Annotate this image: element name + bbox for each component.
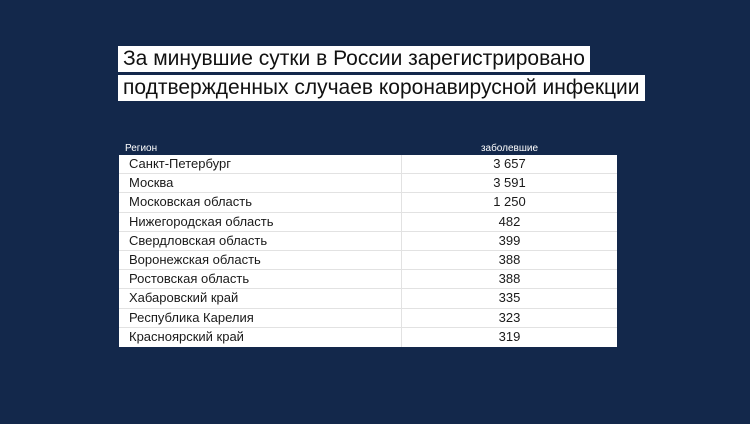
cell-region: Московская область: [119, 193, 402, 212]
cell-region: Москва: [119, 174, 402, 193]
cases-table: Регион заболевшие Санкт-Петербург 3 657 …: [119, 142, 617, 347]
title-line-2: подтвержденных случаев коронавирусной ин…: [118, 75, 645, 101]
table-row: Ростовская область 388: [119, 270, 617, 290]
cell-count: 335: [498, 290, 521, 306]
table-row: Хабаровский край 335: [119, 289, 617, 309]
cell-region: Нижегородская область: [119, 212, 402, 231]
table-row: Воронежская область 388: [119, 250, 617, 271]
table-row: Москва 3 591: [119, 174, 617, 194]
cell-count: 399: [498, 232, 521, 248]
header-count: заболевшие: [480, 143, 539, 154]
cell-count: 388: [498, 271, 521, 287]
table-row: Московская область 1 250: [119, 193, 617, 213]
cell-region: Хабаровский край: [119, 289, 402, 308]
table-row: Санкт-Петербург 3 657: [119, 155, 617, 175]
cell-count: 388: [498, 251, 521, 267]
cell-region: Свердловская область: [119, 231, 402, 250]
cell-count: 323: [498, 309, 521, 325]
cell-count: 482: [498, 213, 521, 229]
title-block: За минувшие сутки в России зарегистриров…: [118, 46, 645, 104]
table-row: Свердловская область 399: [119, 231, 617, 251]
cell-count: 1 250: [493, 194, 526, 210]
table-row: Красноярский край 319: [119, 327, 617, 347]
title-line-1: За минувшие сутки в России зарегистриров…: [118, 46, 590, 72]
cell-region: Красноярский край: [119, 327, 402, 347]
cell-region: Санкт-Петербург: [119, 155, 402, 174]
header-region: Регион: [125, 143, 158, 154]
cell-count: 3 591: [493, 175, 526, 191]
table-header: Регион заболевшие: [119, 142, 617, 155]
cell-count: 3 657: [493, 156, 526, 171]
cell-region: Воронежская область: [119, 250, 402, 270]
table-row: Нижегородская область 482: [119, 212, 617, 232]
table-row: Республика Карелия 323: [119, 308, 617, 328]
cell-region: Республика Карелия: [119, 308, 402, 327]
cell-count: 319: [498, 328, 521, 344]
cell-region: Ростовская область: [119, 270, 402, 289]
table-body: Санкт-Петербург 3 657 Москва 3 591 Моско…: [119, 155, 617, 347]
